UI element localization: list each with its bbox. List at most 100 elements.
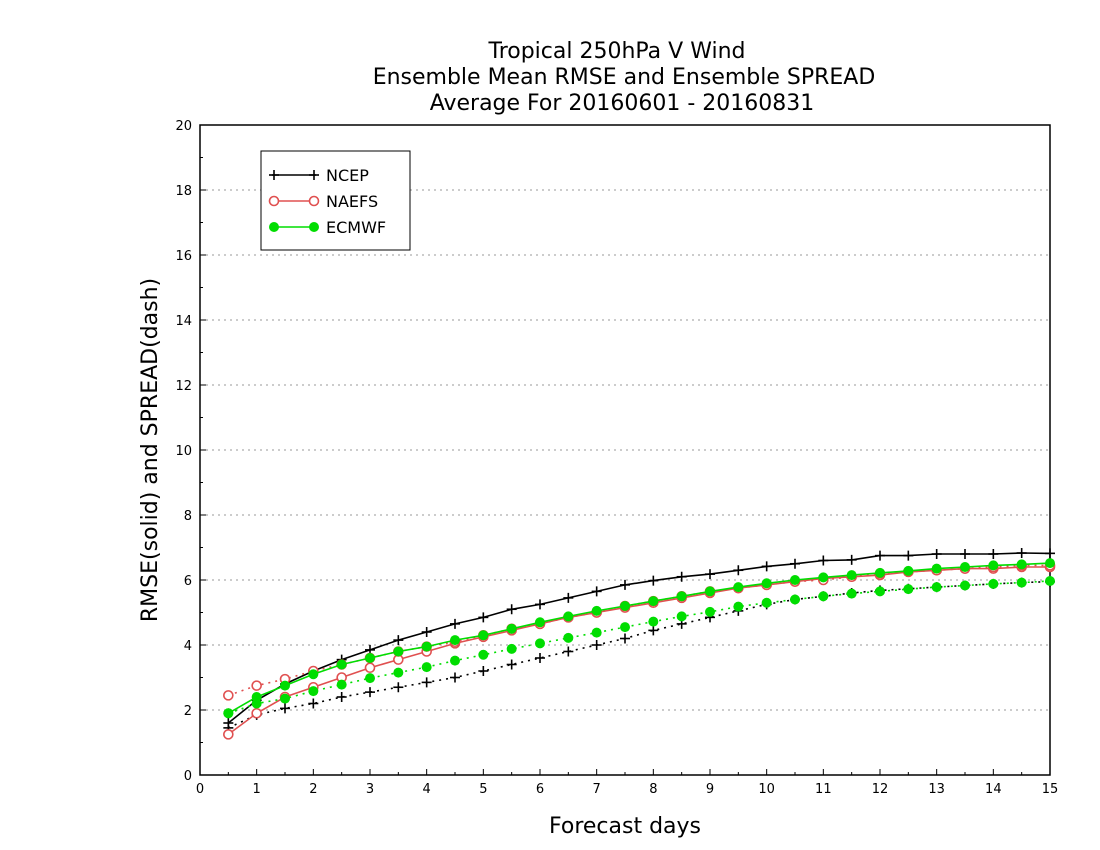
series-ncep-spread-point <box>336 692 347 702</box>
series-ecmwf-spread-point <box>705 606 715 617</box>
legend-marker <box>309 222 319 232</box>
x-axis-label: Forecast days <box>549 814 701 839</box>
series-ecmwf-rmse-point <box>676 591 687 602</box>
series-ncep <box>223 548 1055 733</box>
series-ecmwf-spread-line <box>228 580 1051 715</box>
series-ecmwf-spread-point <box>620 622 630 633</box>
series-ncep-rmse-point <box>988 549 999 559</box>
series-naefs-rmse-line <box>227 566 1050 736</box>
series-ecmwf-spread-point <box>846 588 857 599</box>
series-ecmwf-rmse-point <box>1045 558 1055 569</box>
x-tick-label: 1 <box>253 782 261 797</box>
y-tick-label: 18 <box>175 184 192 199</box>
series-ncep-rmse-point <box>421 627 432 637</box>
series-ncep-spread-point <box>308 698 319 709</box>
x-tick-label: 15 <box>1042 782 1059 797</box>
legend-marker <box>309 170 319 180</box>
series-ecmwf-spread-point <box>875 586 885 597</box>
series-ecmwf-spread-point <box>676 611 687 622</box>
series-ecmwf-rmse-point <box>506 623 517 634</box>
series-ecmwf-spread-point <box>903 584 914 595</box>
series-ncep-spread-point <box>591 640 602 650</box>
series-ncep-spread-point <box>535 653 545 663</box>
series-ecmwf-spread-point <box>591 627 602 638</box>
series-ncep-rmse-point <box>450 618 460 629</box>
series-ncep-spread-point <box>421 677 432 688</box>
series-ncep-spread-point <box>365 687 375 698</box>
series-ncep-rmse-point <box>846 554 857 565</box>
x-axis-ticks: 0 1 2 3 4 5 6 7 8 9 10 11 12 13 14 15 <box>196 769 1058 797</box>
x-tick-label: 0 <box>196 782 204 797</box>
series-ncep-rmse-point <box>676 571 687 582</box>
series-ecmwf-rmse-point <box>591 605 602 616</box>
series-ecmwf-spread-point <box>733 601 744 612</box>
x-tick-label: 3 <box>366 782 374 797</box>
x-tick-label: 10 <box>758 782 775 797</box>
x-tick-label: 8 <box>649 782 657 797</box>
series-ecmwf-rmse-point <box>336 659 347 670</box>
series-ncep-rmse-point <box>506 604 517 615</box>
series-ecmwf-rmse-point <box>450 635 460 646</box>
chart-title: Tropical 250hPa V Wind Ensemble Mean RMS… <box>373 39 876 116</box>
series-ecmwf-spread-point <box>365 673 375 684</box>
x-tick-label: 9 <box>706 782 714 797</box>
series-ecmwf-rmse-point <box>818 572 829 583</box>
series-ecmwf-spread-point <box>1045 575 1055 586</box>
y-tick-label: 12 <box>175 379 192 394</box>
series-ncep-rmse-line <box>227 552 1051 724</box>
series-naefs-spread-point <box>223 690 234 701</box>
x-tick-label: 4 <box>423 782 431 797</box>
series-layer <box>223 548 1056 740</box>
series-ncep-rmse-point <box>563 592 574 603</box>
series-naefs-spread-point <box>251 680 262 691</box>
series-ecmwf <box>223 558 1055 719</box>
series-ecmwf-spread-point <box>280 693 290 704</box>
series-ecmwf-spread-point <box>761 597 772 608</box>
series-ecmwf-rmse-point <box>478 630 489 641</box>
series-ecmwf-rmse-point <box>875 567 885 578</box>
x-tick-label: 6 <box>536 782 544 797</box>
series-ncep-spread-point <box>393 682 404 693</box>
series-ecmwf-spread-point <box>818 591 829 602</box>
series-ncep-rmse-point <box>591 586 602 597</box>
series-ecmwf-rmse-point <box>790 575 800 585</box>
series-ncep-rmse-point <box>393 635 404 646</box>
series-ecmwf-rmse-point <box>308 669 319 680</box>
legend-label: ECMWF <box>326 218 386 237</box>
legend-entry-naefs: NAEFS <box>268 192 378 211</box>
series-ecmwf-rmse-point <box>421 641 432 652</box>
legend-marker <box>308 195 320 207</box>
series-ecmwf-rmse-point <box>988 560 999 571</box>
y-tick-label: 6 <box>184 574 192 589</box>
x-tick-label: 7 <box>593 782 601 797</box>
series-ncep-spread-point <box>563 646 574 657</box>
series-ecmwf-spread-point <box>563 632 574 643</box>
x-tick-label: 11 <box>815 782 832 797</box>
y-tick-label: 10 <box>175 444 192 459</box>
chart-title-line-2: Ensemble Mean RMSE and Ensemble SPREAD <box>373 65 876 90</box>
y-axis-ticks: 0 2 4 6 8 10 12 14 16 18 20 <box>175 119 206 784</box>
series-ecmwf-rmse-point <box>563 611 574 622</box>
series-ecmwf-spread-point <box>960 580 970 591</box>
series-ncep-spread-point <box>620 633 630 644</box>
x-tick-label: 2 <box>309 782 317 797</box>
series-ncep-rmse-point <box>761 561 772 572</box>
series-ecmwf-rmse-point <box>393 646 404 657</box>
series-ecmwf-rmse-point <box>960 562 970 572</box>
series-ecmwf-spread-point <box>251 698 262 709</box>
series-ncep-rmse-point <box>960 549 970 559</box>
legend-entry-ncep: NCEP <box>269 166 369 185</box>
series-ecmwf-spread-point <box>223 708 234 719</box>
legend: NCEP NAEFS ECMWF <box>260 150 411 251</box>
y-tick-label: 2 <box>184 704 192 719</box>
x-tick-label: 14 <box>985 782 1002 797</box>
series-ncep-rmse-point <box>620 579 630 590</box>
series-ecmwf-rmse-point <box>903 565 914 576</box>
series-ecmwf-rmse-point <box>733 582 744 593</box>
chart-title-line-3: Average For 20160601 - 20160831 <box>430 91 815 116</box>
series-ncep-rmse-point <box>818 555 829 566</box>
series-ncep-rmse-point <box>1045 548 1055 559</box>
series-ecmwf-spread-point <box>506 643 517 654</box>
series-ecmwf-rmse-point <box>280 680 290 691</box>
